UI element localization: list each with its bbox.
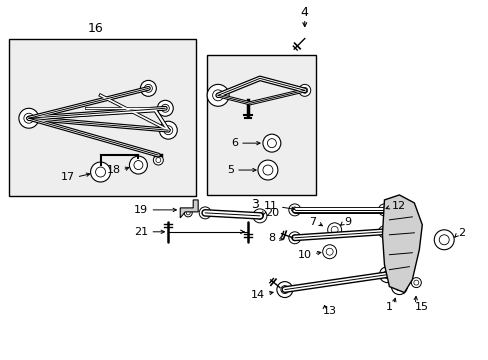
Circle shape <box>379 267 395 283</box>
Text: 8: 8 <box>267 233 274 243</box>
Text: 6: 6 <box>230 138 238 148</box>
Text: 10: 10 <box>297 250 311 260</box>
Circle shape <box>327 223 341 237</box>
Text: 5: 5 <box>226 165 234 175</box>
Text: 2: 2 <box>457 228 465 238</box>
Bar <box>207 55 315 195</box>
Circle shape <box>157 100 173 116</box>
Circle shape <box>258 160 277 180</box>
Text: 19: 19 <box>134 205 148 215</box>
Circle shape <box>322 245 336 259</box>
Circle shape <box>410 278 421 288</box>
Circle shape <box>184 209 192 217</box>
Text: 1: 1 <box>385 302 392 311</box>
Text: 12: 12 <box>390 201 405 211</box>
Text: 13: 13 <box>322 306 336 316</box>
Circle shape <box>263 134 280 152</box>
Circle shape <box>276 282 292 298</box>
Text: 15: 15 <box>413 302 427 311</box>
Polygon shape <box>180 200 198 218</box>
Circle shape <box>199 207 211 219</box>
Text: 18: 18 <box>106 165 120 175</box>
Circle shape <box>378 226 389 238</box>
Text: 20: 20 <box>264 208 279 218</box>
Circle shape <box>252 209 266 223</box>
Circle shape <box>288 204 300 216</box>
Circle shape <box>288 232 300 244</box>
Circle shape <box>207 84 228 106</box>
Circle shape <box>390 279 407 294</box>
Circle shape <box>159 121 177 139</box>
Text: 9: 9 <box>344 217 351 227</box>
Text: 3: 3 <box>250 198 258 211</box>
Circle shape <box>129 156 147 174</box>
Text: 21: 21 <box>134 227 148 237</box>
Text: 4: 4 <box>300 6 308 19</box>
Circle shape <box>378 204 389 216</box>
Circle shape <box>433 230 453 250</box>
Text: 11: 11 <box>264 201 277 211</box>
Circle shape <box>298 84 310 96</box>
Bar <box>9 39 196 196</box>
Circle shape <box>90 162 110 182</box>
Text: 14: 14 <box>250 289 264 300</box>
Circle shape <box>140 80 156 96</box>
Text: 7: 7 <box>308 217 315 227</box>
Circle shape <box>153 155 163 165</box>
Text: 16: 16 <box>87 22 103 35</box>
Polygon shape <box>382 195 422 293</box>
Text: 17: 17 <box>61 172 75 182</box>
Circle shape <box>19 108 39 128</box>
